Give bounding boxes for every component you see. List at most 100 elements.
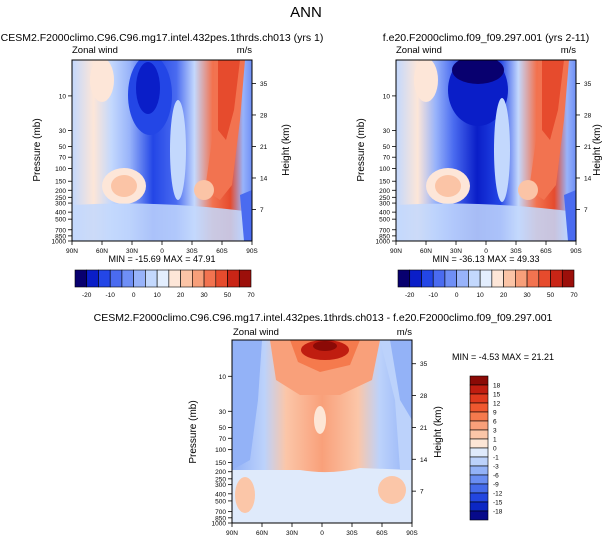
panel-1: CESM2.F2000climo.C96.C96.mg17.intel.432p… <box>1 32 324 299</box>
colorbar-box <box>469 420 489 431</box>
colorbar-label: 50 <box>547 292 555 299</box>
pressure-tick-label: 70 <box>219 436 227 443</box>
latitude-tick-label: 0 <box>320 530 324 537</box>
pressure-tick-label: 50 <box>219 425 227 432</box>
height-tick-label: 14 <box>420 457 428 464</box>
pressure-tick-label: 100 <box>379 166 390 173</box>
panel-3-stats: MIN = -4.53 MAX = 21.21 <box>452 352 554 362</box>
panel-3-field <box>232 340 412 523</box>
panel-1-latitude-ticks: 90N 60N 30N 0 30S 60S 90S <box>66 241 258 255</box>
colorbar-box <box>515 269 528 288</box>
pressure-tick-label: 850 <box>215 515 226 522</box>
panel-3-title: CESM2.F2000climo.C96.C96.mg17.intel.432p… <box>94 312 553 324</box>
colorbar-label: -9 <box>493 482 499 489</box>
colorbar-label: 10 <box>154 292 162 299</box>
latitude-tick-label: 30S <box>346 530 358 537</box>
colorbar-box <box>469 465 489 476</box>
latitude-tick-label: 60S <box>540 248 552 255</box>
pressure-tick-label: 300 <box>215 482 226 489</box>
pressure-tick-label: 700 <box>379 227 390 234</box>
pressure-tick-label: 400 <box>379 210 390 217</box>
pressure-tick-label: 70 <box>383 155 391 162</box>
latitude-tick-label: 90N <box>390 248 402 255</box>
colorbar-box <box>538 269 551 288</box>
colorbar-box <box>469 384 489 395</box>
colorbar-box <box>469 501 489 512</box>
height-tick-label: 21 <box>420 425 428 432</box>
height-tick-label: 28 <box>420 393 428 400</box>
colorbar-box <box>238 269 252 288</box>
colorbar-box <box>491 269 504 288</box>
colorbar-box <box>526 269 540 288</box>
panel-1-units-label: m/s <box>237 45 253 56</box>
colorbar-box <box>192 269 205 288</box>
pressure-tick-label: 150 <box>55 179 66 186</box>
pressure-tick-label: 850 <box>55 233 66 240</box>
pressure-tick-label: 70 <box>59 155 67 162</box>
panel-1-field <box>72 60 252 241</box>
pressure-tick-label: 1000 <box>212 521 227 528</box>
panel-3-height-ticks: 35 28 21 14 7 <box>412 361 428 496</box>
panel-3-ylabel-right: Height (km) <box>433 406 444 458</box>
colorbar-box <box>456 269 469 288</box>
latitude-tick-label: 90N <box>226 530 238 537</box>
panel-2: f.e20.F2000climo.f09_f09.297.001 (yrs 2-… <box>356 32 603 299</box>
colorbar-box <box>409 269 422 288</box>
pressure-tick-label: 10 <box>219 374 227 381</box>
colorbar-box <box>121 269 134 288</box>
latitude-tick-label: 90S <box>570 248 582 255</box>
colorbar-box <box>469 447 489 458</box>
pressure-tick-label: 30 <box>383 128 391 135</box>
panel-1-ylabel: Pressure (mb) <box>32 118 43 181</box>
panel-1-colorbar: -20 -10 0 10 20 30 50 70 <box>74 269 255 299</box>
colorbar-label: -20 <box>405 292 415 299</box>
page-title: ANN <box>290 4 322 21</box>
colorbar-label: -15 <box>493 500 503 507</box>
pressure-tick-label: 500 <box>379 217 390 224</box>
pressure-tick-label: 10 <box>383 93 391 100</box>
panel-2-field <box>396 60 576 241</box>
panel-3-ylabel: Pressure (mb) <box>188 400 199 463</box>
colorbar-box <box>133 269 146 288</box>
height-tick-label: 28 <box>584 112 592 119</box>
pressure-tick-label: 200 <box>379 188 390 195</box>
colorbar-label: 3 <box>493 428 497 435</box>
panel-1-title: CESM2.F2000climo.C96.C96.mg17.intel.432p… <box>1 32 324 44</box>
colorbar-label: 0 <box>132 292 136 299</box>
pressure-tick-label: 100 <box>215 447 226 454</box>
height-tick-label: 21 <box>260 144 268 151</box>
latitude-tick-label: 60N <box>256 530 268 537</box>
colorbar-box <box>444 269 457 288</box>
colorbar-box <box>469 411 489 422</box>
colorbar-label: 1 <box>493 437 497 444</box>
pressure-tick-label: 500 <box>215 498 226 505</box>
colorbar-label: 70 <box>570 292 578 299</box>
pressure-tick-label: 250 <box>55 195 66 202</box>
colorbar-label: 12 <box>493 401 501 408</box>
colorbar-label: -12 <box>493 491 503 498</box>
latitude-tick-label: 0 <box>484 248 488 255</box>
colorbar-label: 18 <box>493 383 501 390</box>
colorbar-label: 30 <box>200 292 208 299</box>
colorbar-box <box>86 269 99 288</box>
colorbar-label: 0 <box>455 292 459 299</box>
colorbar-box <box>550 269 563 288</box>
colorbar-box <box>203 269 217 288</box>
pressure-tick-label: 300 <box>379 201 390 208</box>
colorbar-box <box>479 269 493 288</box>
colorbar-box <box>469 483 489 494</box>
colorbar-box <box>469 393 489 404</box>
pressure-tick-label: 30 <box>59 128 67 135</box>
latitude-tick-label: 90S <box>246 248 258 255</box>
panel-3-variable-label: Zonal wind <box>233 327 279 338</box>
height-tick-label: 7 <box>420 489 424 496</box>
pressure-tick-label: 1000 <box>52 239 67 246</box>
colorbar-box <box>74 269 88 288</box>
pressure-tick-label: 1000 <box>376 239 391 246</box>
panel-3-colorbar: 18 15 12 9 6 3 1 0 -1 -3 -6 -9 -12 -15 -18 <box>469 375 503 521</box>
colorbar-label: 15 <box>493 392 501 399</box>
height-tick-label: 7 <box>584 207 588 214</box>
